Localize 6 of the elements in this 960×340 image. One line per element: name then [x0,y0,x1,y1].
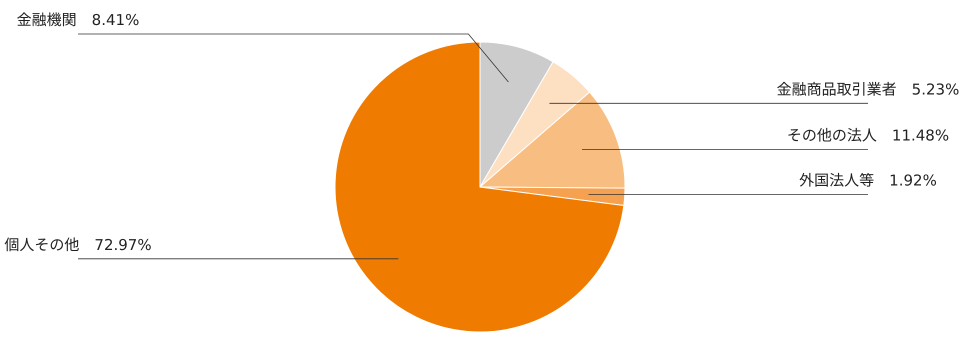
slice-label: 金融商品取引業者 5.23% [776,80,960,98]
slice-label: 金融機関 8.41% [16,11,140,30]
pie-slice [334,42,624,332]
slice-label: その他の法人 11.48% [786,126,950,144]
slice-label: 個人その他 72.97% [4,236,152,254]
slice-label: 外国法人等 1.92% [799,171,937,190]
